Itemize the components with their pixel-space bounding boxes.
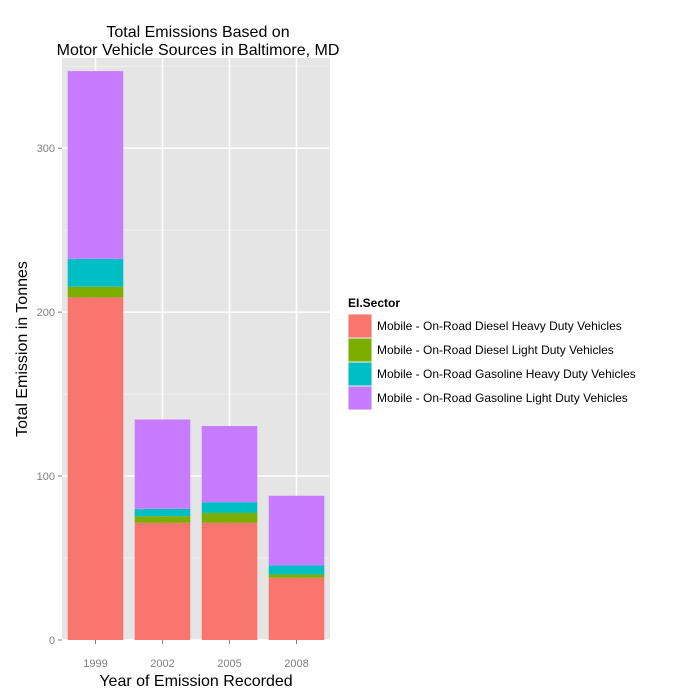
bar-segment-2005-series-1 [201,522,258,640]
x-tick-label: 2002 [150,658,174,670]
legend-item-label: Mobile - On-Road Gasoline Light Duty Veh… [377,391,628,405]
bar-segment-2002-series-4 [134,419,191,509]
y-axis-label: Total Emission in Tonnes [14,261,31,437]
legend-title: EI.Sector [348,296,400,310]
chart-title-line: Motor Vehicle Sources in Baltimore, MD [57,42,340,59]
legend-item-label: Mobile - On-Road Gasoline Heavy Duty Veh… [377,367,636,381]
y-tick-label: 100 [37,471,55,483]
bar-segment-2005-series-4 [201,426,258,503]
legend-key-swatch [348,314,372,338]
legend-item-label: Mobile - On-Road Diesel Light Duty Vehic… [377,343,614,357]
axes: 0 100 200 300 1999 2002 2005 2008 [37,143,309,670]
bar-segment-2002-series-1 [134,522,191,640]
y-tick-label: 200 [37,307,55,319]
x-tick-label: 1999 [83,658,107,670]
bar-segment-2008-series-3 [268,565,325,575]
x-tick-label: 2005 [217,658,241,670]
x-tick-label: 2008 [284,658,308,670]
legend: EI.Sector Mobile - On-Road Diesel Heavy D… [348,296,636,410]
bar-segment-2008-series-2 [268,574,325,578]
legend-key-swatch [348,362,372,386]
chart-title-line: Total Emissions Based on [106,24,289,41]
bar-segment-2008-series-4 [268,495,325,566]
legend-key-swatch [348,386,372,410]
bar-segment-2002-series-2 [134,516,191,523]
y-tick-label: 300 [37,143,55,155]
bar-segment-1999-series-1 [67,297,124,640]
bar-segment-1999-series-2 [67,286,124,298]
bar-segment-1999-series-3 [67,258,124,287]
bar-segment-2008-series-1 [268,577,325,640]
bar-segment-2002-series-3 [134,508,191,517]
plot-area [62,58,330,641]
x-axis-label: Year of Emission Recorded [99,673,292,690]
bar-segment-2005-series-2 [201,512,258,523]
y-tick-label: 0 [49,635,55,647]
legend-key-swatch [348,338,372,362]
bar-segment-1999-series-4 [67,71,124,259]
legend-item-label: Mobile - On-Road Diesel Heavy Duty Vehic… [377,319,622,333]
bar-segment-2005-series-3 [201,502,258,513]
